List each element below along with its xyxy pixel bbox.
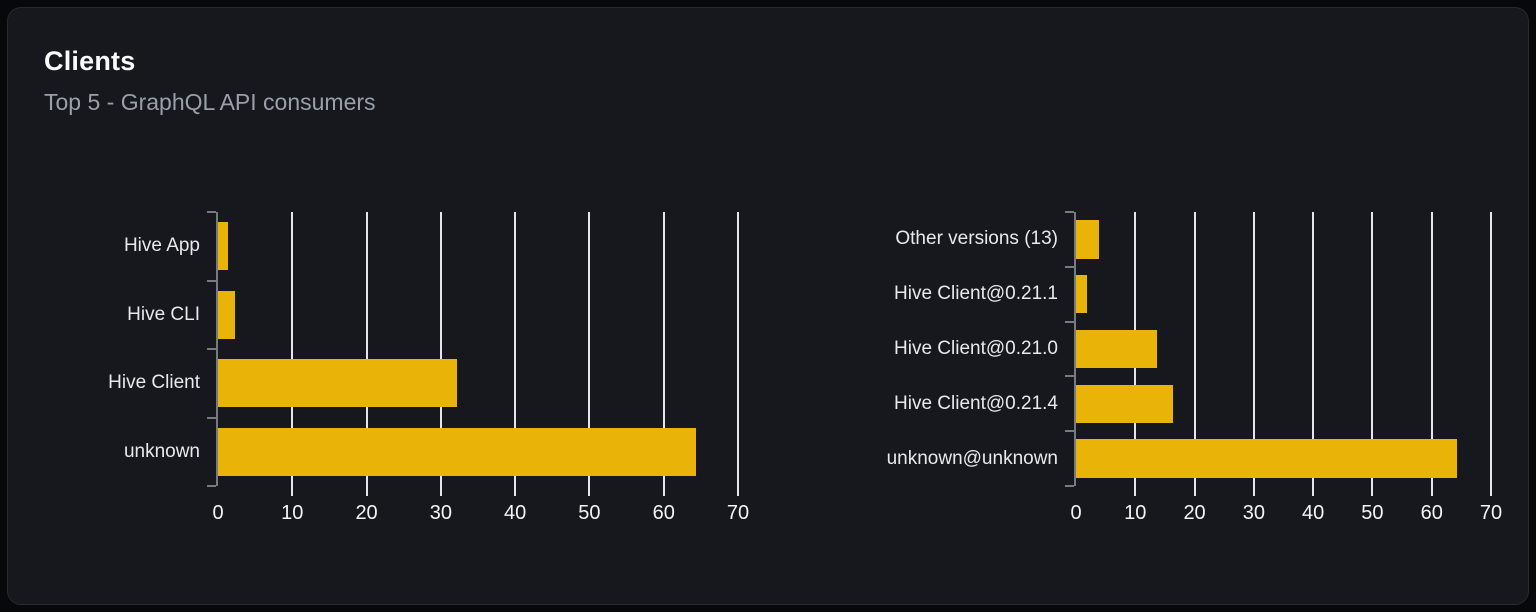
category-label: Hive App [123, 235, 200, 257]
y-axis-tick [207, 485, 216, 487]
x-tick-label: 40 [1302, 502, 1325, 524]
bar-hive-client [218, 359, 458, 408]
gridline [514, 212, 517, 486]
x-axis-tick [514, 486, 517, 496]
bar-row [218, 212, 738, 281]
x-tick-label: 70 [1479, 502, 1503, 524]
x-tick-label: 20 [355, 502, 378, 524]
bar-hive-cli [218, 290, 236, 339]
x-tick-label: 30 [1242, 502, 1265, 524]
card-title: Clients [44, 46, 136, 76]
charts-row: Hive App Hive CLI Hive Client unknown 0 10 20 3… [44, 211, 1502, 542]
bar-unknown-unknown [1076, 439, 1458, 478]
client-versions-bar-chart: Other versions (13) Hive Client@0.21.1 Hiv… [768, 211, 1502, 542]
x-tick-label: 60 [1420, 502, 1443, 524]
gridline [588, 212, 591, 486]
bar-row [218, 349, 738, 418]
y-axis-tick [207, 279, 216, 282]
y-axis-tick [1065, 211, 1074, 213]
x-tick-label: 50 [1361, 502, 1384, 524]
bar-rows [218, 212, 738, 486]
bar-row [1076, 267, 1491, 322]
bar-hive-app [218, 222, 228, 271]
category-label: Hive CLI [127, 303, 200, 325]
gridline [291, 212, 294, 486]
gridline [439, 212, 442, 486]
category-label: Hive Client@0.21.1 [894, 283, 1058, 305]
y-axis-labels: Hive App Hive CLI Hive Client unknown [44, 212, 216, 486]
plot-area-wrap: 0 10 20 30 40 50 60 70 [1065, 211, 1502, 524]
gridline [1371, 212, 1374, 486]
x-tick-label: 40 [504, 502, 527, 524]
x-tick-label: 60 [652, 502, 675, 524]
x-axis-tick [1371, 486, 1374, 496]
bar-row [1076, 322, 1491, 377]
bar-other-versions-13- [1076, 220, 1100, 259]
y-axis-tick [207, 348, 216, 350]
bar-row [1076, 376, 1491, 431]
bar-row [1076, 431, 1491, 486]
bar-row [218, 281, 738, 350]
category-label: Other versions (13) [895, 228, 1058, 250]
gridline [662, 212, 665, 486]
gridline [1193, 212, 1196, 486]
bar-row [1076, 212, 1491, 267]
plot-area: 0 10 20 30 40 50 60 70 [1065, 211, 1502, 524]
x-axis-tick [1193, 486, 1196, 496]
y-axis-tick [1065, 430, 1074, 433]
gridline [737, 212, 739, 486]
plot-area-wrap: 0 10 20 30 40 50 60 70 [207, 211, 749, 524]
y-axis-tick [1065, 375, 1074, 378]
category-label: Hive Client [108, 372, 200, 394]
x-axis-tick [291, 486, 294, 496]
bar-hive-client-0-21-4 [1076, 384, 1174, 423]
x-axis-tick [365, 486, 368, 496]
clients-bar-chart: Hive App Hive CLI Hive Client unknown 0 10 20 3… [44, 211, 768, 542]
gridline [1490, 212, 1492, 486]
x-axis-tick [1134, 486, 1137, 496]
y-axis-labels: Other versions (13) Hive Client@0.21.1 Hiv… [768, 212, 1074, 486]
x-tick-label: 50 [578, 502, 601, 524]
x-tick-label: 10 [1124, 502, 1147, 524]
x-axis-tick [439, 486, 442, 496]
category-label: Hive Client@0.21.0 [894, 337, 1058, 359]
x-axis-tick [1252, 486, 1255, 496]
bar-unknown [218, 427, 697, 476]
x-axis-tick [1490, 486, 1492, 496]
y-axis-tick [1065, 320, 1074, 323]
x-tick-label: 70 [726, 502, 750, 524]
bar-row [218, 418, 738, 487]
clients-card: Clients Top 5 - GraphQL API consumers Hi… [7, 7, 1529, 605]
gridline [1430, 212, 1433, 486]
bar-hive-client-0-21-1 [1076, 275, 1087, 314]
y-axis-tick [1065, 265, 1074, 268]
x-axis-tick [662, 486, 665, 496]
gridline [1252, 212, 1255, 486]
x-tick-label: 10 [281, 502, 304, 524]
gridline [1312, 212, 1315, 486]
y-axis-tick [1065, 485, 1074, 487]
x-tick-label: 30 [429, 502, 452, 524]
bar-rows [1076, 212, 1491, 486]
x-tick-label: 0 [1070, 502, 1082, 524]
bar-hive-client-0-21-0 [1076, 329, 1158, 369]
category-label: unknown@unknown [886, 447, 1058, 469]
plot-area: 0 10 20 30 40 50 60 70 [207, 211, 749, 524]
y-axis-tick [207, 416, 216, 419]
y-axis-tick [207, 211, 216, 213]
category-label: Hive Client@0.21.4 [894, 392, 1058, 414]
category-label: unknown [123, 440, 200, 462]
x-tick-label: 20 [1183, 502, 1206, 524]
x-axis-tick [737, 486, 739, 496]
gridline [365, 212, 368, 486]
x-axis-tick [588, 486, 591, 496]
x-axis-tick [1430, 486, 1433, 496]
x-tick-label: 0 [212, 502, 224, 524]
x-axis-tick [1312, 486, 1315, 496]
card-subtitle: Top 5 - GraphQL API consumers [44, 89, 376, 115]
